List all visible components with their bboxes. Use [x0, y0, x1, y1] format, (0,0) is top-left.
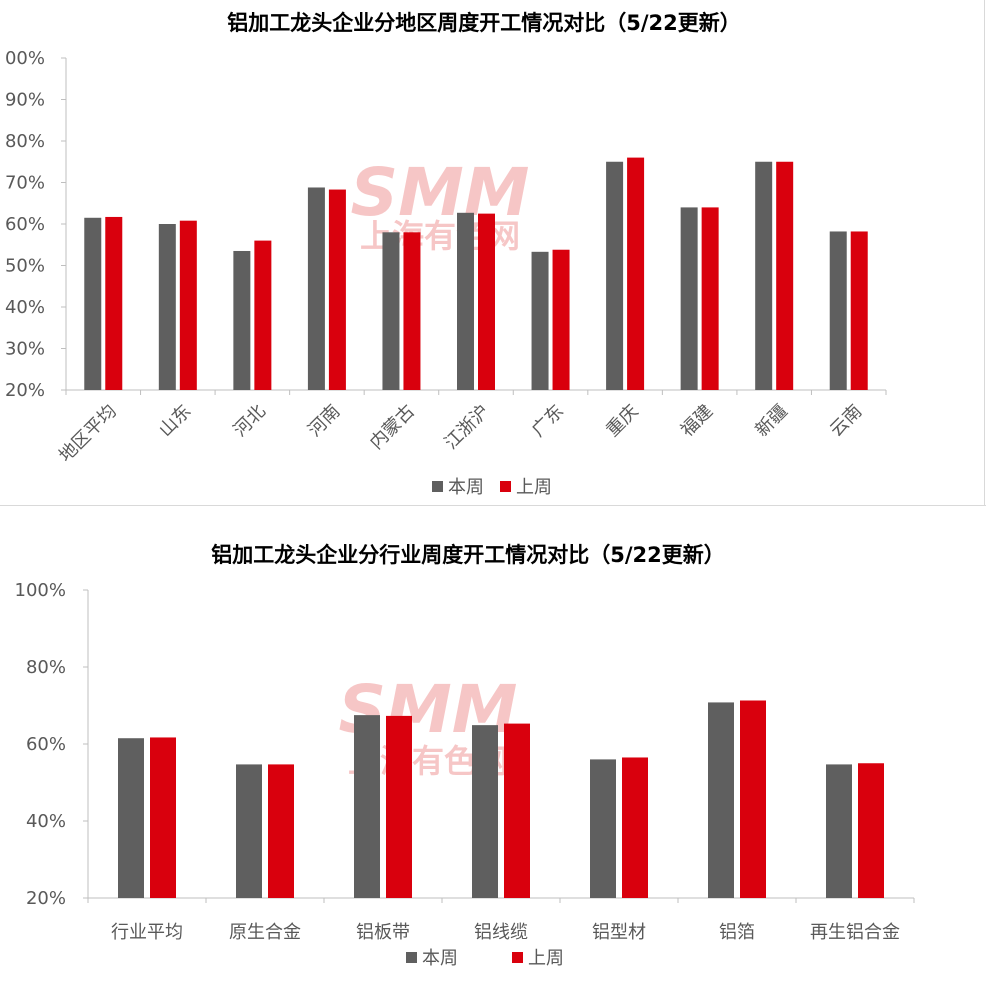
- bar-last-week: [776, 161, 794, 390]
- legend-swatch-last-week: [500, 481, 511, 492]
- bar-this-week: [708, 702, 734, 898]
- y-tick-label: 40%: [5, 297, 45, 318]
- bar-last-week: [328, 189, 346, 390]
- category-label: 铝线缆: [474, 922, 528, 943]
- category-label: 再生铝合金: [810, 922, 900, 943]
- bar-last-week: [386, 715, 412, 898]
- bar-this-week: [680, 207, 698, 390]
- legend-swatch-last-week: [512, 952, 523, 963]
- bar-this-week: [755, 161, 773, 390]
- category-label: 行业平均: [111, 922, 183, 943]
- bar-last-week: [858, 763, 884, 898]
- bar-this-week: [829, 231, 847, 390]
- category-label: 铝型材: [592, 922, 646, 943]
- y-tick-label: 50%: [5, 256, 45, 277]
- bar-this-week: [233, 250, 251, 390]
- category-label: 河南: [304, 401, 344, 441]
- bar-this-week: [382, 232, 400, 390]
- bar-this-week: [590, 759, 616, 898]
- legend-label: 本周: [448, 477, 484, 498]
- y-tick-label: 30%: [5, 339, 45, 360]
- bar-this-week: [606, 161, 624, 390]
- chart-title: 铝加工龙头企业分行业周度开工情况对比（5/22更新）: [211, 543, 725, 567]
- category-label: 内蒙古: [366, 401, 419, 454]
- category-label: 铝箔: [719, 922, 755, 943]
- y-tick-label: 80%: [26, 657, 66, 678]
- category-label: 云南: [826, 401, 866, 441]
- category-label: 河北: [230, 401, 270, 441]
- industry-chart-panel: 铝加工龙头企业分行业周度开工情况对比（5/22更新） SMM 上海有色网 100%…: [0, 506, 986, 991]
- category-label: 地区平均: [55, 401, 121, 467]
- category-label: 原生合金: [229, 922, 301, 943]
- y-tick-label: 60%: [5, 214, 45, 235]
- y-tick-label: 20%: [5, 380, 45, 401]
- legend-label: 上周: [528, 948, 564, 969]
- legend-label: 本周: [422, 948, 458, 969]
- bar-last-week: [268, 764, 294, 898]
- region-chart-panel: 铝加工龙头企业分地区周度开工情况对比（5/22更新） SMM 上海有色网 00% 9…: [5, 11, 887, 498]
- bar-this-week: [354, 715, 380, 898]
- y-tick-label: 80%: [5, 131, 45, 152]
- category-label: 广东: [528, 401, 568, 441]
- bar-this-week: [826, 764, 852, 898]
- bar-this-week: [472, 725, 498, 898]
- bar-last-week: [105, 216, 123, 390]
- bar-last-week: [552, 249, 570, 390]
- bar-this-week: [236, 764, 262, 898]
- bar-last-week: [478, 213, 495, 390]
- bar-this-week: [531, 251, 549, 390]
- category-label: 铝板带: [356, 922, 410, 943]
- y-tick-label: 40%: [26, 811, 66, 832]
- y-tick-label: 00%: [5, 48, 45, 69]
- y-tick-label: 60%: [26, 734, 66, 755]
- bar-this-week: [84, 217, 102, 390]
- bar-this-week: [307, 187, 325, 390]
- category-label: 福建: [677, 401, 717, 441]
- bar-last-week: [403, 232, 421, 390]
- legend-swatch-this-week: [432, 481, 443, 492]
- bar-last-week: [179, 220, 197, 390]
- bar-this-week: [457, 212, 474, 390]
- y-tick-label: 20%: [26, 888, 66, 909]
- category-label: 重庆: [602, 401, 642, 441]
- y-tick-label: 100%: [15, 580, 66, 601]
- bar-last-week: [740, 700, 766, 898]
- y-tick-label: 90%: [5, 90, 45, 111]
- category-label: 江浙沪: [441, 401, 494, 454]
- bar-last-week: [850, 231, 868, 390]
- legend-label: 上周: [516, 477, 552, 498]
- y-tick-label: 70%: [5, 173, 45, 194]
- bar-last-week: [627, 157, 645, 390]
- panel-border: [984, 0, 985, 505]
- bar-last-week: [504, 723, 530, 898]
- bar-last-week: [622, 757, 648, 898]
- legend-swatch-this-week: [406, 952, 417, 963]
- bar-last-week: [254, 240, 272, 390]
- bar-this-week: [118, 738, 144, 898]
- bar-last-week: [150, 737, 176, 898]
- bar-this-week: [158, 224, 176, 390]
- panel-separator: [0, 505, 986, 506]
- category-label: 山东: [155, 401, 195, 441]
- chart-title: 铝加工龙头企业分地区周度开工情况对比（5/22更新）: [227, 11, 741, 35]
- category-label: 新疆: [751, 401, 791, 441]
- bar-last-week: [701, 207, 719, 390]
- watermark-logo: SMM: [351, 154, 530, 231]
